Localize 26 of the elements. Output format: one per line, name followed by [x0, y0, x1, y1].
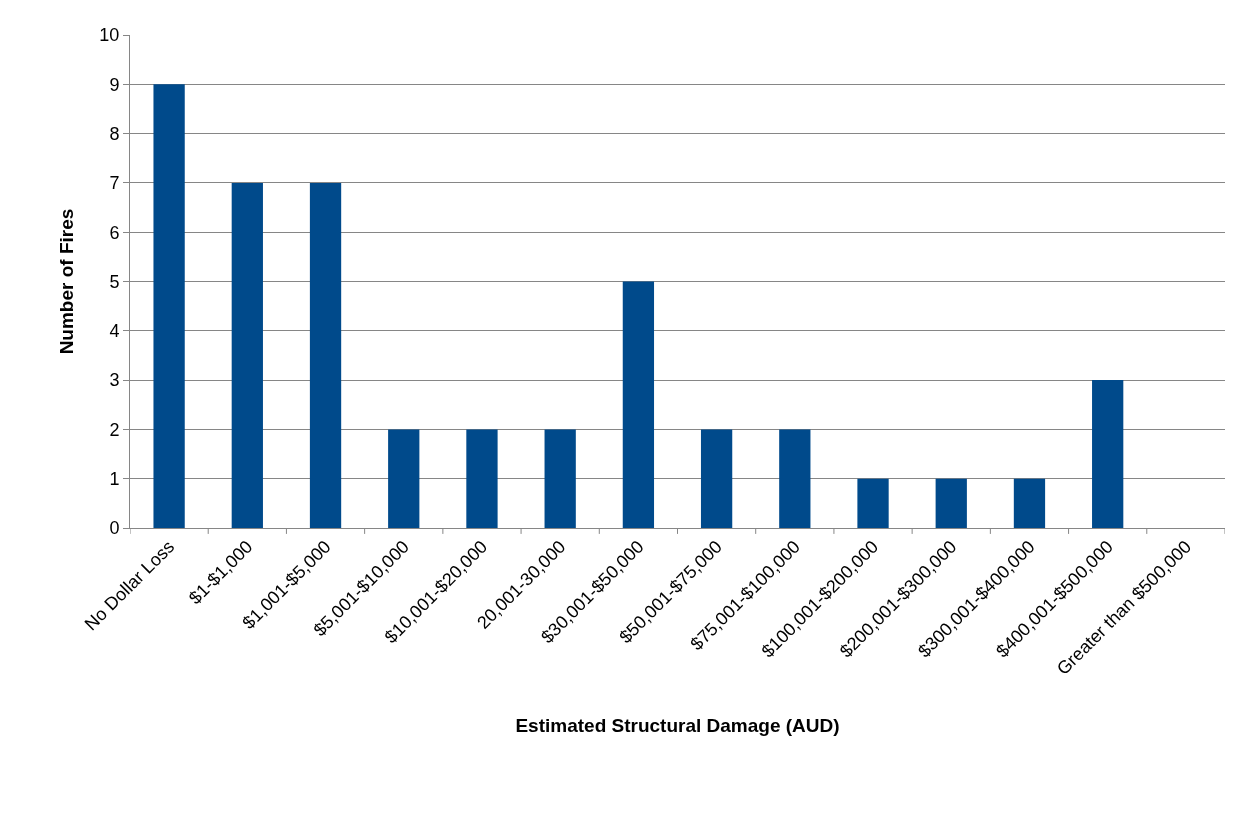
y-tick-label: 8 — [109, 123, 120, 144]
y-axis-title: Number of Fires — [56, 208, 78, 355]
bar — [857, 478, 889, 528]
bar — [388, 429, 420, 528]
bar — [1092, 380, 1124, 528]
bar — [779, 429, 811, 528]
y-tick-label: 3 — [109, 370, 120, 391]
bar — [544, 429, 576, 528]
bar — [153, 84, 185, 528]
y-tick-label: 7 — [109, 173, 120, 194]
x-axis-title: Estimated Structural Damage (AUD) — [515, 714, 840, 736]
bar — [1013, 478, 1046, 528]
y-tick-label: 9 — [109, 74, 120, 95]
bar — [309, 182, 342, 528]
y-tick-label: 5 — [109, 271, 120, 292]
bar — [622, 281, 655, 528]
bar — [935, 478, 967, 528]
bar — [700, 429, 733, 528]
y-tick-label: 10 — [99, 25, 120, 46]
bar — [231, 182, 263, 528]
y-tick-label: 6 — [109, 222, 120, 243]
y-tick-label: 1 — [109, 469, 120, 489]
y-tick-label: 4 — [109, 321, 120, 342]
y-tick-label: 0 — [109, 518, 120, 539]
bar — [466, 429, 498, 528]
y-tick-label: 2 — [109, 419, 120, 440]
